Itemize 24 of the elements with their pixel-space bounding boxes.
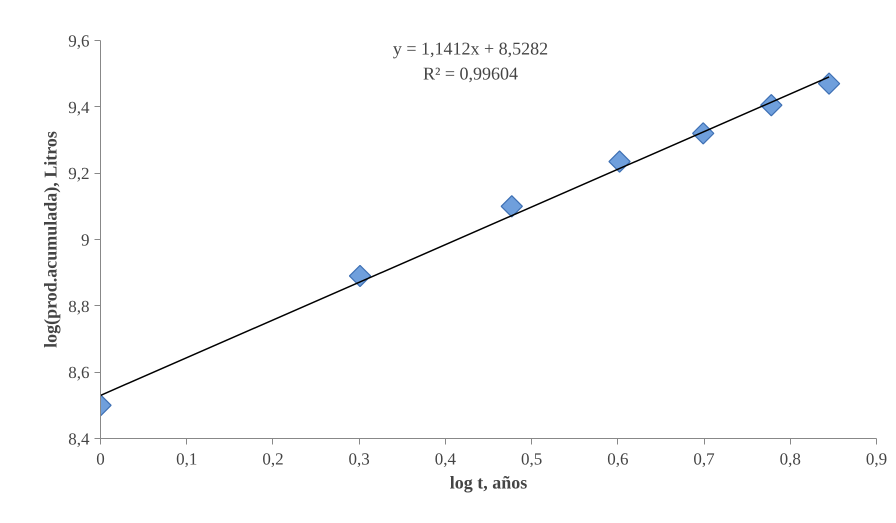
point <box>500 195 523 218</box>
y-tick-label: 9 <box>81 230 90 250</box>
annotation: y = 1,1412x + 8,5282 <box>392 38 548 58</box>
x-tick-label: 0 <box>96 450 105 468</box>
y-tick-label: 9,4 <box>68 98 90 117</box>
point <box>608 150 631 173</box>
x-tick-label: 0,5 <box>520 450 542 468</box>
x-axis-title: log t, años <box>450 472 528 492</box>
point <box>818 72 840 95</box>
y-tick-label: 8,8 <box>68 296 90 316</box>
y-tick-label: 8,4 <box>68 430 90 448</box>
y-tick-label: 9,6 <box>68 32 90 50</box>
annotation: R² = 0,99604 <box>422 64 518 84</box>
x-tick-label: 0,4 <box>434 450 457 468</box>
y-axis-title: log(prod.acumulada), Litros <box>40 131 60 348</box>
x-tick-label: 0,8 <box>780 450 801 468</box>
x-tick-label: 0,3 <box>348 450 370 468</box>
x-tick-label: 0,6 <box>607 450 628 468</box>
x-tick-label: 0,2 <box>262 450 284 468</box>
x-tick-label: 0,1 <box>176 450 198 468</box>
y-tick-label: 8,6 <box>68 363 90 382</box>
y-tick-label: 9,2 <box>68 164 90 184</box>
x-tick-label: 0,7 <box>693 450 716 468</box>
x-tick-label: 0,9 <box>866 450 888 468</box>
